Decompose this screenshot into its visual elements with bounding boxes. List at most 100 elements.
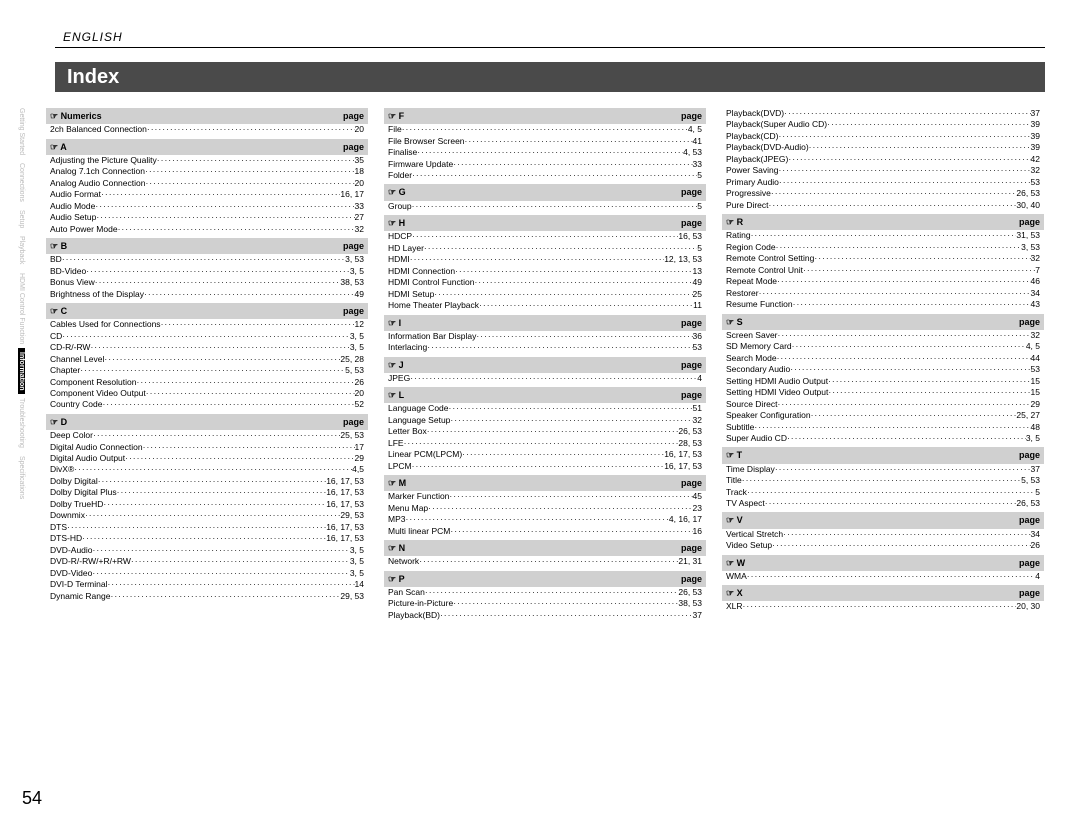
entry-label: Audio Mode: [50, 201, 95, 212]
index-entry: Power Saving····························…: [722, 165, 1044, 176]
entry-dots: ········································…: [742, 475, 1021, 486]
section-header-numerics: ☞ Numericspage: [46, 108, 368, 124]
index-entry: Dynamic Range···························…: [46, 591, 368, 602]
entry-page: 38, 53: [678, 598, 702, 609]
entry-label: Multi linear PCM: [388, 526, 450, 537]
entry-label: Setting HDMI Audio Output: [726, 376, 828, 387]
index-entry: Vertical Stretch························…: [722, 529, 1044, 540]
entry-label: Channel Level: [50, 354, 104, 365]
header-label: ☞ W: [726, 557, 745, 569]
entry-page: 29, 53: [340, 591, 364, 602]
sidebar-item-troubleshooting[interactable]: Troubleshooting: [18, 394, 25, 452]
entry-dots: ········································…: [778, 131, 1030, 142]
entry-label: Group: [388, 201, 412, 212]
index-entry: Information Bar Display·················…: [384, 331, 706, 342]
header-label: ☞ D: [50, 416, 67, 428]
entry-page: 29: [355, 453, 364, 464]
header-label: ☞ C: [50, 305, 67, 317]
page-title: Index: [55, 62, 1045, 92]
index-entry: Restorer································…: [722, 288, 1044, 299]
index-entry: Network·································…: [384, 556, 706, 567]
index-entry: Component Video Output··················…: [46, 388, 368, 399]
sidebar-item-hdmi-control-function[interactable]: HDMI Control Function: [18, 269, 25, 348]
header-page-label: page: [1019, 316, 1040, 328]
entry-page: 42: [1031, 154, 1040, 165]
index-column-1: ☞ FpageFile·····························…: [384, 108, 706, 621]
entry-label: Pan Scan: [388, 587, 425, 598]
entry-dots: ········································…: [775, 464, 1031, 475]
entry-dots: ········································…: [62, 331, 350, 342]
entry-dots: ········································…: [465, 136, 693, 147]
header-page-label: page: [681, 477, 702, 489]
entry-dots: ········································…: [455, 266, 692, 277]
entry-dots: ········································…: [474, 277, 692, 288]
entry-dots: ········································…: [450, 415, 692, 426]
sidebar-item-getting-started[interactable]: Getting Started: [18, 104, 25, 159]
entry-label: HDMI Control Function: [388, 277, 474, 288]
index-entry: Repeat Mode·····························…: [722, 276, 1044, 287]
sidebar-item-setup[interactable]: Setup: [18, 206, 25, 232]
entry-label: Menu Map: [388, 503, 428, 514]
header-label: ☞ F: [388, 110, 404, 122]
sidebar-item-specifications[interactable]: Specifications: [18, 452, 25, 503]
index-entry: Adjusting the Picture Quality···········…: [46, 155, 368, 166]
index-entry: DVI-D Terminal··························…: [46, 579, 368, 590]
index-entry: Brightness of the Display···············…: [46, 289, 368, 300]
sidebar-item-connections[interactable]: Connections: [18, 159, 25, 206]
entry-dots: ········································…: [754, 422, 1030, 433]
index-entry: Country Code····························…: [46, 399, 368, 410]
entry-page: 5, 53: [345, 365, 364, 376]
entry-dots: ········································…: [479, 300, 693, 311]
entry-page: 16, 17, 53: [664, 449, 702, 460]
header-page-label: page: [1019, 557, 1040, 569]
index-entry: Rating··································…: [722, 230, 1044, 241]
entry-label: HDCP: [388, 231, 412, 242]
index-entry: Resume Function·························…: [722, 299, 1044, 310]
sidebar-item-information[interactable]: Information: [18, 348, 25, 395]
entry-page: 23: [693, 503, 702, 514]
index-entry: Pan Scan································…: [384, 587, 706, 598]
section-header-h: ☞ Hpage: [384, 215, 706, 231]
entry-label: Playback(DVD): [726, 108, 784, 119]
index-entry: Setting HDMI Video Output···············…: [722, 387, 1044, 398]
entry-dots: ········································…: [427, 342, 692, 353]
header-label: ☞ M: [388, 477, 406, 489]
entry-dots: ········································…: [743, 601, 1017, 612]
index-entry: Video Setup·····························…: [722, 540, 1044, 551]
entry-dots: ········································…: [143, 442, 355, 453]
entry-page: 36: [693, 331, 702, 342]
header-page-label: page: [343, 141, 364, 153]
entry-dots: ········································…: [103, 499, 326, 510]
entry-label: Rating: [726, 230, 751, 241]
header-page-label: page: [1019, 449, 1040, 461]
entry-page: 38, 53: [340, 277, 364, 288]
index-entry: Folder··································…: [384, 170, 706, 181]
entry-page: 5: [697, 201, 702, 212]
entry-dots: ········································…: [107, 579, 354, 590]
entry-label: Vertical Stretch: [726, 529, 783, 540]
entry-dots: ········································…: [462, 449, 664, 460]
entry-dots: ········································…: [793, 299, 1031, 310]
entry-page: 15: [1031, 376, 1040, 387]
sidebar-item-playback[interactable]: Playback: [18, 232, 25, 268]
entry-dots: ········································…: [790, 364, 1030, 375]
entry-label: Screen Saver: [726, 330, 778, 341]
entry-label: CD: [50, 331, 62, 342]
section-header-j: ☞ Jpage: [384, 357, 706, 373]
index-entry: CD-R/-RW································…: [46, 342, 368, 353]
entry-label: DVD-Audio: [50, 545, 93, 556]
index-entry: Subtitle································…: [722, 422, 1044, 433]
entry-page: 25, 53: [340, 430, 364, 441]
entry-label: Resume Function: [726, 299, 793, 310]
entry-dots: ········································…: [440, 610, 693, 621]
entry-label: Adjusting the Picture Quality: [50, 155, 157, 166]
index-entry: Group···································…: [384, 201, 706, 212]
index-entry: File Browser Screen·····················…: [384, 136, 706, 147]
index-entry: MP3·····································…: [384, 514, 706, 525]
entry-page: 17: [355, 442, 364, 453]
index-entry: Audio Setup·····························…: [46, 212, 368, 223]
index-entry: CD······································…: [46, 331, 368, 342]
entry-label: DVD-R/-RW/+R/+RW: [50, 556, 131, 567]
entry-page: 5: [697, 170, 702, 181]
entry-page: 20, 30: [1016, 601, 1040, 612]
